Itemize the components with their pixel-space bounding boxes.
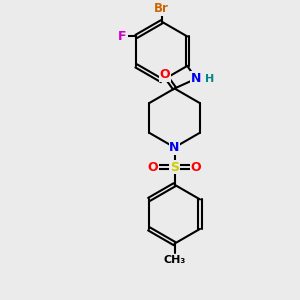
- Text: H: H: [205, 74, 214, 84]
- Text: O: O: [191, 160, 201, 173]
- Text: N: N: [169, 141, 180, 154]
- Text: O: O: [159, 68, 170, 81]
- Text: F: F: [118, 30, 127, 43]
- Text: Br: Br: [154, 2, 169, 15]
- Text: CH₃: CH₃: [164, 255, 186, 266]
- Text: N: N: [191, 72, 201, 85]
- Text: O: O: [148, 160, 158, 173]
- Text: S: S: [170, 160, 179, 173]
